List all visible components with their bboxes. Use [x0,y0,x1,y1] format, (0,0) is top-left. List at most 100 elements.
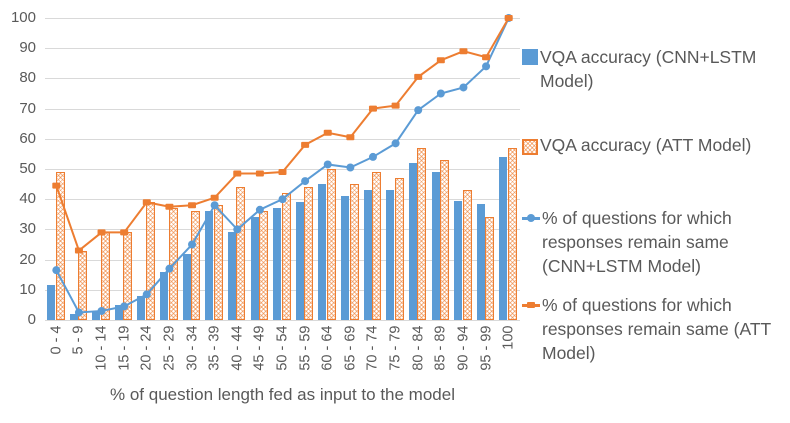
bar-att [259,211,269,320]
bar-att [372,172,382,320]
bar-att [78,250,88,320]
legend-label: % of questions for which responses remai… [542,295,771,363]
y-axis-tick-label: 90 [19,39,36,57]
orange-line-marker-icon [522,293,540,317]
bar-cnn-lstm [363,190,372,320]
x-axis-tick-label: 10 - 14 [93,325,110,371]
bar-att [304,187,314,320]
bar-att [100,232,110,320]
y-axis-tick-label: 50 [19,160,36,177]
y-axis-tick-label: 60 [19,129,36,147]
bar-cnn-lstm [295,202,304,320]
x-axis-tick-label: 25 - 29 [161,325,178,371]
bar-cnn-lstm [205,211,214,320]
bar-att [440,159,450,320]
bar-att [417,147,427,320]
bar-att [168,208,178,320]
y-axis-tick-label: 40 [19,190,36,208]
bar-cnn-lstm [182,253,191,320]
x-axis-tick-label: 30 - 34 [184,325,201,371]
legend-item-responses-same-cnn-lstm: % of questions for which responses remai… [522,206,782,278]
x-axis-tick-label: 75 - 79 [387,325,404,371]
bar-cnn-lstm [92,310,101,320]
bar-cnn-lstm [431,172,440,320]
legend-label: % of questions for which responses remai… [542,208,732,276]
circle-marker [323,160,332,169]
square-marker [233,170,242,177]
bar-cnn-lstm [273,208,282,320]
legend-item-vqa-accuracy-att: VQA accuracy (ATT Model) [522,133,780,157]
blue-bar-swatch-icon [522,49,538,65]
y-axis-tick-label: 0 [27,311,36,328]
bar-att [213,205,223,320]
circle-marker [436,89,445,98]
x-axis-tick-label: 45 - 49 [251,325,268,371]
x-axis-tick-label: 85 - 89 [432,325,449,371]
bar-cnn-lstm [341,196,350,320]
circle-marker [459,83,468,92]
y-axis-tick-label: 70 [19,99,36,117]
bar-cnn-lstm [137,295,146,320]
bar-att [145,202,155,320]
bar-att [281,193,291,320]
bar-cnn-lstm [227,232,236,320]
x-axis-tick-label: 50 - 54 [274,325,291,371]
blue-line-marker-icon [522,206,540,230]
x-axis-tick-label: 40 - 44 [229,325,246,371]
square-marker [255,170,264,177]
circle-marker [368,152,377,161]
x-axis-tick-label: 80 - 84 [410,325,427,371]
circle-marker [346,163,355,172]
y-axis-tick-label: 30 [19,220,36,238]
x-axis-tick-label: 5 - 9 [70,325,87,355]
circle-marker [301,177,310,186]
bar-cnn-lstm [499,156,508,320]
x-axis-tick-label: 65 - 69 [342,325,359,371]
y-axis-tick-label: 100 [10,9,36,26]
x-axis-tick-label: 60 - 64 [319,325,336,371]
bar-cnn-lstm [69,313,78,320]
gridline [45,78,520,80]
bar-cnn-lstm [476,203,485,320]
bar-cnn-lstm [454,200,463,320]
x-axis-tick-label: 95 - 99 [478,325,495,371]
legend-label: VQA accuracy (ATT Model) [540,135,752,155]
x-axis-tick-label: 100 [500,325,517,350]
bar-cnn-lstm [114,304,123,320]
x-axis-title: % of question length fed as input to the… [110,385,455,404]
gridline [45,320,520,321]
bar-cnn-lstm [47,285,55,320]
bar-att [507,147,517,320]
circle-marker [482,62,491,71]
gridline [45,48,520,50]
bar-att [236,187,246,320]
circle-marker [391,139,400,148]
x-axis-tick-label: 20 - 24 [138,325,155,371]
x-axis-tick-label: 70 - 74 [364,325,381,371]
bar-att [462,190,472,320]
y-axis-tick-label: 10 [19,280,36,298]
x-axis-tick-label: 35 - 39 [206,325,223,371]
circle-marker [414,106,423,115]
bar-cnn-lstm [160,271,169,320]
gridline [45,18,520,19]
legend-item-vqa-accuracy-cnn-lstm: VQA accuracy (CNN+LSTM Model) [522,45,780,93]
bar-att [485,217,495,320]
x-axis-tick-label: 0 - 4 [48,325,65,355]
square-marker [436,57,445,64]
x-axis-tick-label: 90 - 94 [455,325,472,371]
y-axis-tick-label: 20 [19,250,36,268]
bar-att [191,211,201,320]
bar-cnn-lstm [318,184,327,320]
legend-item-responses-same-att: % of questions for which responses remai… [522,293,782,365]
orange-hatched-bar-swatch-icon [522,139,538,155]
y-axis-tick-label: 80 [19,69,36,87]
gridline [45,108,520,110]
bar-att [349,184,359,320]
bar-att [394,178,404,320]
bar-cnn-lstm [250,217,259,320]
bar-att [123,232,133,320]
x-axis-tick-label: 55 - 59 [297,325,314,371]
legend-label: VQA accuracy (CNN+LSTM Model) [540,47,757,91]
